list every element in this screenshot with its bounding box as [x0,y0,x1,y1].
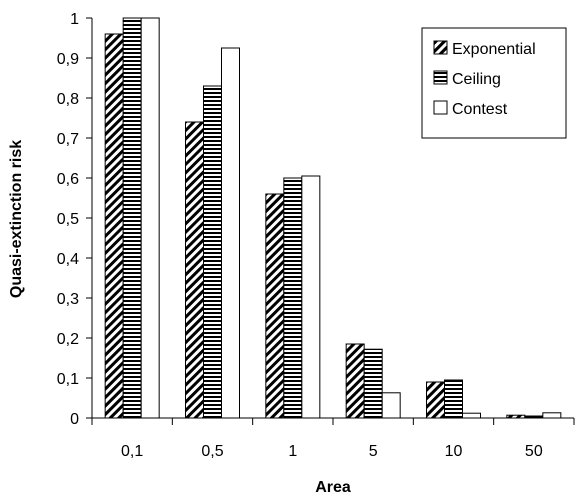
y-tick-label: 0,2 [57,331,79,348]
bar-ceiling-4 [444,379,463,419]
bars-group [104,17,562,419]
bar-ceiling-0 [122,17,142,419]
bar-ceiling-2 [283,177,303,419]
bar-ceiling-1 [203,85,222,419]
bar-contest-2 [301,175,321,419]
y-tick-label: 0 [70,411,79,428]
bar-ceiling-3 [363,348,383,419]
bar-contest-3 [381,392,401,419]
legend-swatch-contest [433,100,448,115]
y-axis-title: Quasi-extinction risk [8,140,25,298]
legend-label-ceiling: Ceiling [452,71,501,88]
bar-contest-5 [542,412,562,419]
x-tick-label: 5 [369,443,378,460]
y-tick-label: 0,4 [57,251,79,268]
x-axis-title: Area [315,479,351,496]
y-tick-label: 0,7 [57,131,79,148]
y-tick-label: 1 [70,11,79,28]
y-tick-label: 0,6 [57,171,79,188]
legend-swatch-exponential [433,40,448,55]
legend-swatch-ceiling [433,70,448,85]
legend-label-contest: Contest [452,101,508,118]
bar-exponential-0 [104,33,124,419]
bar-exponential-4 [426,381,445,419]
y-tick-label: 0,8 [57,91,79,108]
bar-exponential-1 [185,121,204,419]
bar-contest-4 [462,412,481,419]
x-tick-label: 0,1 [121,443,143,460]
x-tick-label: 0,5 [201,443,223,460]
axes-group: 0,1 0,5 1 5 10 50 0 0,1 0,2 0,3 0,4 0,5 0,6 0,7 0,8 0,9… [57,11,575,460]
y-tick-label: 0,5 [57,211,79,228]
y-tick-label: 0,9 [57,51,79,68]
bar-contest-0 [140,17,160,419]
x-tick-label: 1 [288,443,297,460]
legend: Exponential Ceiling Contest [421,27,567,139]
legend-label-exponential: Exponential [452,41,536,58]
y-tick-label: 0,3 [57,291,79,308]
x-tick-label: 10 [445,443,463,460]
bar-exponential-3 [345,343,365,419]
bar-exponential-2 [265,193,285,419]
x-tick-label: 50 [525,443,543,460]
y-tick-label: 0,1 [57,371,79,388]
bar-contest-1 [221,47,240,419]
